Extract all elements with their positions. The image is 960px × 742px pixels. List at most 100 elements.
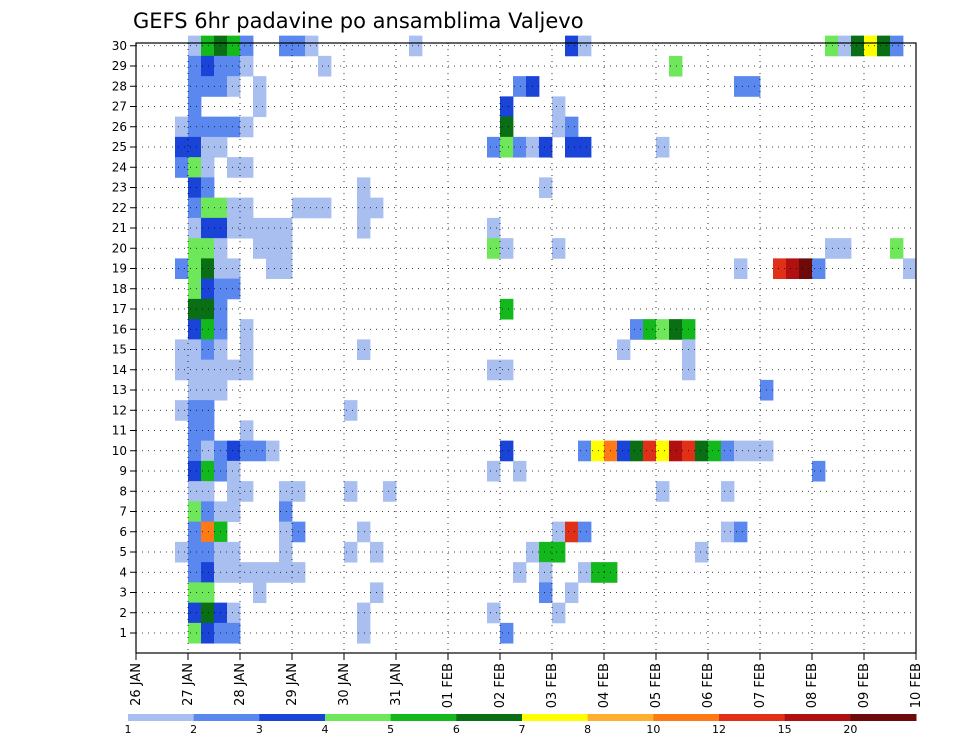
legend-swatch [850, 714, 917, 721]
x-tick-label: 29 JAN [285, 663, 300, 706]
y-tick-label: 11 [112, 424, 127, 438]
heatmap-cell [656, 136, 670, 158]
y-tick-label: 17 [112, 302, 127, 316]
y-tick-label: 26 [112, 120, 127, 134]
heatmap-cell [240, 116, 254, 138]
heatmap-cell [188, 379, 202, 401]
x-tick-label: 26 JAN [129, 663, 144, 706]
legend-label: 1 [125, 723, 132, 736]
heatmap-cell [175, 157, 189, 178]
heatmap-cell [344, 541, 358, 563]
heatmap-cell [734, 440, 748, 462]
y-tick-label: 20 [112, 241, 127, 255]
heatmap-cell [227, 258, 241, 280]
heatmap-cell [656, 319, 670, 340]
heatmap-cell [617, 440, 631, 462]
heatmap-cell [383, 481, 397, 502]
heatmap-cell [357, 177, 371, 199]
heatmap-cell [539, 582, 553, 604]
heatmap-cell [188, 521, 202, 543]
heatmap-cell [552, 238, 566, 259]
y-tick-label: 24 [112, 160, 127, 174]
heatmap-cell [240, 35, 254, 57]
heatmap-cell [552, 521, 566, 543]
heatmap-cell [175, 136, 189, 158]
legend-swatch [587, 714, 654, 721]
heatmap-cell [617, 339, 631, 361]
heatmap-cell [188, 238, 202, 259]
heatmap-cell [188, 602, 202, 624]
x-tick-label: 10 FEB [909, 663, 924, 708]
heatmap-cell [500, 440, 514, 462]
heatmap-cell [240, 319, 254, 340]
heatmap-cell [201, 562, 215, 583]
heatmap-cell [487, 136, 501, 158]
heatmap-cell [227, 501, 241, 523]
heatmap-cell [487, 602, 501, 624]
heatmap-cell [227, 278, 241, 300]
heatmap-cell [279, 217, 293, 239]
heatmap-cell [591, 440, 605, 462]
heatmap-cell [175, 339, 189, 361]
heatmap-cell [253, 76, 267, 97]
heatmap-cell [890, 35, 904, 57]
heatmap-cell [500, 622, 514, 644]
heatmap-cell [279, 35, 293, 57]
heatmap-cell [227, 55, 241, 77]
heatmap-cell [279, 501, 293, 523]
heatmap-cell [513, 136, 527, 158]
heatmap-cell [201, 298, 215, 320]
legend-label: 12 [712, 723, 726, 736]
y-tick-label: 19 [112, 262, 127, 276]
heatmap-cell [201, 76, 215, 97]
y-axis: 1234567891011121314151617181920212223242… [112, 39, 136, 640]
y-tick-label: 5 [119, 545, 127, 559]
y-tick-label: 25 [112, 140, 127, 154]
heatmap-cell [500, 96, 514, 118]
heatmap-cell [578, 136, 592, 158]
y-tick-label: 13 [112, 383, 127, 397]
x-tick-label: 05 FEB [649, 663, 664, 708]
heatmap-cell [656, 440, 670, 462]
heatmap-cell [188, 319, 202, 340]
heatmap-cell [786, 258, 800, 280]
x-tick-label: 31 JAN [389, 663, 404, 706]
heatmap-cell [201, 278, 215, 300]
heatmap-cell [227, 602, 241, 624]
heatmap-cell [188, 541, 202, 563]
heatmap-cell [201, 602, 215, 624]
heatmap-cell [201, 440, 215, 462]
heatmap-cell [357, 339, 371, 361]
heatmap-cell [552, 541, 566, 563]
heatmap-cell [188, 460, 202, 482]
heatmap-cell [578, 521, 592, 543]
y-tick-label: 18 [112, 282, 127, 296]
heatmap-cell [578, 35, 592, 57]
heatmap-cell [643, 440, 657, 462]
heatmap-cell [825, 238, 839, 259]
heatmap-cell [188, 298, 202, 320]
legend-label: 2 [190, 723, 197, 736]
heatmap-cell [227, 541, 241, 563]
heatmap-cell [357, 197, 371, 219]
heatmap-cell [175, 116, 189, 138]
x-tick-label: 09 FEB [857, 663, 872, 708]
y-tick-label: 28 [112, 79, 127, 93]
y-tick-label: 2 [119, 606, 127, 620]
heatmap-cell [201, 116, 215, 138]
heatmap-cell [279, 258, 293, 280]
legend-swatch [719, 714, 786, 721]
heatmap-cell [227, 359, 241, 381]
heatmap-cell [279, 238, 293, 259]
heatmap-cell [500, 238, 514, 259]
heatmap-cell [266, 562, 280, 583]
heatmap-cell [201, 379, 215, 401]
heatmap-cell [201, 481, 215, 502]
heatmap-cell [643, 319, 657, 340]
heatmap-cell [201, 217, 215, 239]
heatmap-cell [565, 35, 579, 57]
heatmap-cell [721, 521, 735, 543]
heatmap-cell [487, 359, 501, 381]
heatmap-cell [903, 258, 917, 280]
heatmap-cell [227, 197, 241, 219]
